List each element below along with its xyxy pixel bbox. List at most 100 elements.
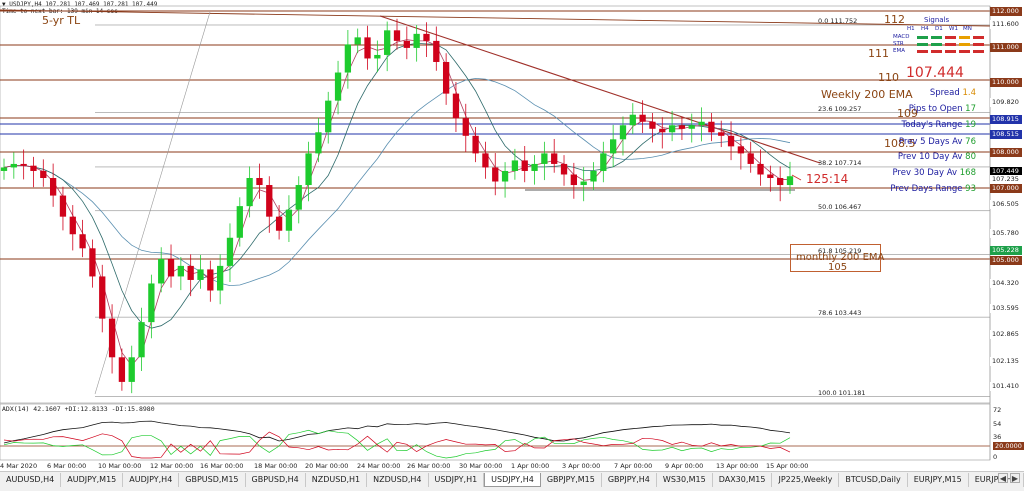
tab-gbpjpy-h4[interactable]: GBPJPY,H4 — [602, 473, 657, 487]
tab-audjpy-m15[interactable]: AUDJPY,M15 — [61, 473, 124, 487]
candle-body — [560, 163, 568, 175]
candle-body — [59, 195, 67, 217]
candle-body — [718, 132, 725, 136]
signal-cell — [973, 36, 984, 39]
info-prev30: Prev 30 Day Av 168 — [892, 168, 976, 178]
tab-usdjpy-h4[interactable]: USDJPY,H4 — [484, 473, 541, 487]
candle-body — [226, 237, 234, 266]
trendline-down — [379, 15, 821, 164]
candle-body — [344, 44, 352, 73]
x-tick-label: 12 Mar 00:00 — [150, 462, 194, 470]
price-tag: 112.000 — [990, 7, 1022, 16]
tab-eurjpy-h4[interactable]: EURJPY,H4 — [969, 473, 1024, 487]
candle-body — [246, 177, 253, 207]
level-110-label: 110 — [878, 71, 899, 84]
adx-tick-label: 54 — [993, 420, 1002, 428]
signal-col-H4: H4 — [921, 26, 929, 32]
candle-body — [108, 318, 116, 358]
info-today: Today's Range 19 — [901, 120, 976, 130]
signal-cell — [917, 36, 928, 39]
candle-body — [659, 128, 666, 133]
tab-ws30-m15[interactable]: WS30,M15 — [657, 473, 713, 487]
current-price-big: 107.444 — [906, 65, 964, 81]
tab-audjpy-h4[interactable]: AUDJPY,H4 — [123, 473, 180, 487]
candle-body — [590, 170, 597, 182]
candle-body — [187, 265, 194, 280]
tab-scroll-left-icon[interactable]: ◀ — [998, 473, 1008, 483]
signal-row-str: STR — [893, 41, 904, 47]
candle-body — [128, 357, 135, 382]
candle-body — [413, 33, 420, 48]
candle-body — [20, 163, 27, 166]
candle-body — [177, 265, 184, 277]
signals-title: Signals — [924, 16, 950, 24]
candle-body — [678, 125, 686, 129]
tab-gbpjpy-m15[interactable]: GBPJPY,M15 — [541, 473, 602, 487]
adx-line — [3, 420, 791, 444]
candle-body — [551, 153, 558, 164]
candle-body — [442, 61, 450, 94]
info-prevdays: Prev Days Range 93 — [890, 184, 976, 194]
candle-body — [354, 37, 361, 45]
candle-body — [501, 170, 509, 182]
chart-tabs-bar: AUDUSD,H4 AUDJPY,M15 AUDJPY,H4 GBPUSD,M15 GB… — [0, 471, 1024, 491]
tab-scroll-right-icon[interactable]: ▶ — [1010, 473, 1020, 483]
candle-body — [521, 160, 528, 171]
candle-body — [0, 167, 8, 171]
candle-body — [69, 216, 76, 235]
candle-body — [649, 121, 656, 129]
candle-body — [305, 153, 312, 186]
tab-usdjpy-h1[interactable]: USDJPY,H1 — [429, 473, 485, 487]
tab-dax30-m15[interactable]: DAX30,M15 — [713, 473, 773, 487]
candle-body — [217, 265, 224, 291]
tab-gbpusd-m15[interactable]: GBPUSD,M15 — [179, 473, 246, 487]
price-tag: 106.505 — [990, 200, 1022, 209]
x-tick-label: 26 Mar 00:00 — [407, 462, 451, 470]
candle-body — [197, 269, 204, 280]
fib-label-0: 0.0 111.752 — [818, 16, 858, 25]
price-tag: 109.820 — [990, 98, 1022, 107]
adx-plus-di-line — [3, 429, 791, 459]
info-prev10: Prev 10 Day Av 80 — [898, 152, 976, 162]
candle-body — [148, 283, 155, 323]
ma-mid-line — [3, 42, 791, 329]
candle-body — [610, 139, 617, 154]
tab-eurjpy-m15[interactable]: EURJPY,M15 — [908, 473, 969, 487]
spread-value: 1.4 — [962, 88, 976, 98]
candle-body — [639, 114, 646, 122]
tab-audusd-h4[interactable]: AUDUSD,H4 — [0, 473, 62, 487]
signal-cell — [945, 43, 956, 46]
info-pips: Pips to Open 17 — [909, 104, 976, 114]
adx-title: ADX(14) 42.1607 +DI:12.8133 -DI:15.8980 — [2, 405, 155, 413]
signals-panel: Signals H1 H4 D1 W1 MN MACD STR EMA — [893, 16, 984, 62]
candle-body — [295, 185, 302, 210]
candle-body — [708, 121, 715, 133]
price-tag: 110.000 — [990, 78, 1022, 87]
adx-tick-label: 72 — [993, 406, 1002, 414]
tab-jp225-weekly[interactable]: JP225,Weekly — [772, 473, 840, 487]
x-tick-label: 10 Mar 00:00 — [98, 462, 142, 470]
prev10-label: Prev 10 Day Av — [897, 152, 963, 162]
candle-body — [511, 160, 519, 171]
candle-body — [737, 146, 745, 154]
price-tag: 105.000 — [990, 256, 1022, 265]
candle-body — [384, 30, 391, 55]
candle-body — [99, 276, 106, 319]
price-tag: 108.915 — [990, 115, 1022, 124]
tab-btcusd-daily[interactable]: BTCUSD,Daily — [839, 473, 908, 487]
candle-body — [10, 163, 17, 168]
candle-body — [158, 258, 165, 284]
tab-nzdusd-h4[interactable]: NZDUSD,H4 — [367, 473, 429, 487]
candle-body — [777, 177, 784, 186]
signal-col-W1: W1 — [949, 26, 958, 32]
candle-body — [138, 322, 145, 358]
tab-nzdusd-h1[interactable]: NZDUSD,H1 — [306, 473, 368, 487]
tab-gbpusd-h4[interactable]: GBPUSD,H4 — [246, 473, 306, 487]
candle-body — [325, 100, 332, 133]
fib-label-4: 61.8 105.219 — [818, 246, 862, 255]
monthly-ema-label: monthly 200 EMA — [796, 252, 885, 263]
price-tag: 107.449 — [990, 167, 1022, 176]
price-tag: 107.235 — [990, 175, 1022, 184]
